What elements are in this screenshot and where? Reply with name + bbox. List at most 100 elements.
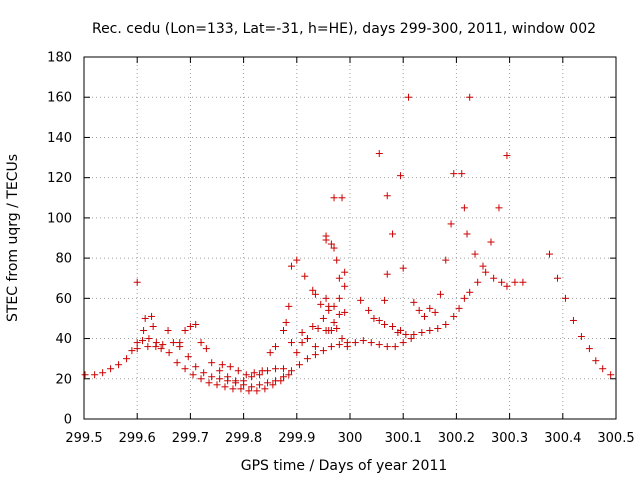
data-point: [298, 329, 306, 337]
data-point: [216, 375, 224, 383]
data-point: [242, 371, 250, 379]
data-point: [311, 343, 319, 351]
data-point: [333, 325, 341, 332]
data-point: [133, 345, 141, 353]
data-point: [330, 318, 338, 326]
data-point: [157, 345, 165, 353]
data-point: [426, 304, 434, 312]
data-point: [319, 314, 327, 322]
data-point: [450, 312, 458, 320]
data-point: [333, 256, 341, 264]
data-point: [280, 373, 287, 381]
data-point: [351, 339, 359, 347]
data-point: [303, 355, 311, 363]
data-point: [169, 339, 177, 347]
y-tick-label: 60: [55, 292, 72, 307]
data-point: [272, 377, 280, 385]
data-point: [455, 304, 463, 312]
data-point: [159, 341, 167, 349]
data-point: [309, 322, 317, 330]
data-point: [200, 369, 208, 377]
data-point: [375, 150, 383, 158]
data-point: [250, 369, 258, 377]
data-point: [256, 371, 264, 379]
data-point: [490, 274, 498, 282]
data-point: [149, 322, 157, 330]
y-tick-label: 0: [64, 413, 72, 428]
data-point: [370, 314, 378, 322]
data-point: [240, 377, 248, 385]
y-tick-label: 180: [47, 51, 72, 66]
data-point: [471, 250, 479, 258]
data-point: [511, 278, 519, 286]
data-point: [216, 367, 224, 375]
data-point: [410, 298, 418, 306]
data-point: [287, 339, 295, 347]
data-point: [420, 312, 428, 320]
y-tick-label: 20: [55, 372, 72, 387]
data-point: [173, 359, 181, 367]
y-axis-title: STEC from uqrg / TECUs: [5, 154, 21, 322]
data-point: [415, 306, 423, 314]
data-point: [383, 192, 391, 200]
data-point: [402, 331, 410, 339]
data-point: [224, 377, 232, 385]
data-point: [197, 339, 205, 347]
data-point: [287, 367, 295, 375]
data-point: [410, 331, 418, 339]
data-point: [436, 290, 444, 298]
data-point: [498, 278, 506, 286]
data-point: [213, 381, 221, 389]
plot-frame: [83, 56, 617, 420]
data-point: [546, 250, 553, 258]
data-point: [115, 361, 123, 369]
data-point: [221, 383, 229, 391]
data-point: [375, 341, 383, 349]
data-point: [186, 322, 194, 330]
data-point: [343, 343, 351, 351]
data-point: [309, 286, 317, 294]
data-point: [91, 371, 99, 379]
x-tick-label: 299.7: [172, 431, 209, 446]
data-point: [458, 170, 466, 178]
x-tick-label: 300.2: [438, 431, 475, 446]
data-point: [330, 244, 338, 252]
data-point: [314, 325, 322, 332]
data-point: [285, 302, 293, 310]
data-point: [383, 270, 391, 278]
data-point: [330, 194, 338, 202]
data-point: [322, 294, 330, 302]
data-point: [144, 343, 152, 351]
data-point: [341, 268, 349, 276]
axis-ticks: 299.5 299.6 299.7 299.8 299.9 300 300.1 300.2 30…: [47, 51, 634, 447]
data-point: [145, 335, 153, 343]
data-point: [335, 274, 343, 282]
y-tick-label: 140: [47, 131, 72, 146]
data-point: [272, 365, 280, 373]
data-point: [311, 351, 319, 359]
data-point: [280, 327, 287, 335]
data-point: [367, 339, 375, 347]
data-points: [81, 93, 615, 395]
data-point: [280, 365, 287, 373]
y-tick-label: 120: [47, 171, 72, 186]
data-point: [585, 345, 593, 353]
data-point: [258, 367, 266, 375]
data-point: [327, 240, 335, 248]
data-point: [442, 256, 450, 264]
data-point: [248, 383, 256, 391]
x-tick-label: 299.6: [119, 431, 156, 446]
data-point: [561, 294, 569, 302]
data-point: [202, 345, 210, 353]
data-point: [298, 339, 306, 347]
data-point: [232, 379, 240, 387]
data-point: [519, 278, 527, 286]
data-point: [389, 322, 397, 330]
data-point: [152, 339, 160, 347]
data-point: [253, 387, 261, 395]
data-point: [226, 363, 234, 371]
data-point: [482, 268, 490, 276]
data-point: [229, 385, 237, 393]
data-point: [383, 343, 391, 351]
